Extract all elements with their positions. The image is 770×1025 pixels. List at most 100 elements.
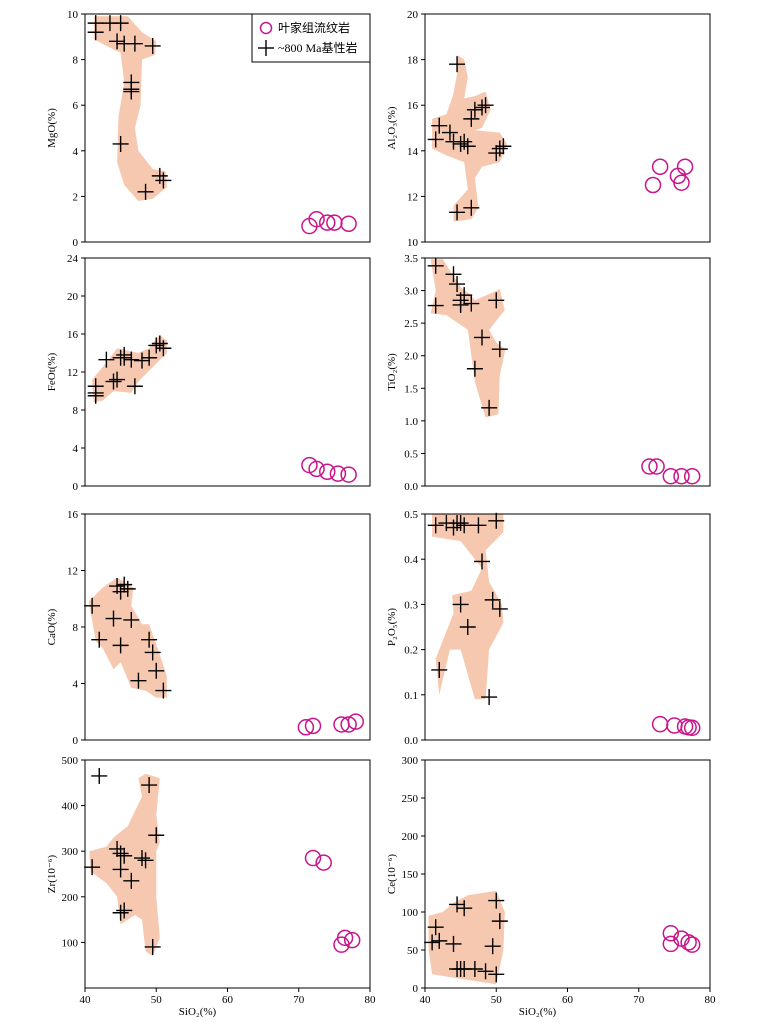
mafic-field — [430, 259, 506, 418]
mafic-point — [488, 892, 505, 909]
mafic-point — [109, 840, 126, 857]
mafic-point — [484, 591, 501, 608]
y-tick-label: 250 — [402, 793, 419, 805]
mafic-point — [463, 110, 480, 127]
mafic-point — [481, 689, 498, 706]
y-tick-label: 2.0 — [404, 351, 418, 363]
mafic-point — [474, 99, 490, 116]
mafic-point — [87, 24, 104, 41]
felsic-point — [304, 849, 322, 867]
y-tick-label: 16 — [67, 509, 79, 521]
panel-cao: 0 4 8 12 16 CaO(%) — [46, 509, 371, 747]
y-axis-label: Ce(10⁻⁶) — [386, 854, 398, 895]
y-tick-label: 8 — [73, 55, 79, 67]
y-tick-label: 3.5 — [404, 253, 418, 265]
y-tick-label: 12 — [407, 191, 418, 203]
felsic-point — [315, 854, 332, 871]
x-tick-label: 60 — [562, 994, 574, 1006]
x-tick-label: 50 — [151, 994, 163, 1006]
y-tick-label: 300 — [402, 755, 419, 767]
felsic-point — [308, 210, 325, 228]
mafic-point — [431, 117, 448, 134]
y-tick-label: 8 — [73, 622, 79, 634]
mafic-point — [116, 576, 133, 593]
y-tick-label: 20 — [67, 291, 79, 303]
y-tick-label: 0 — [73, 481, 79, 493]
mafic-point — [148, 662, 165, 679]
y-tick-label: 0.1 — [404, 690, 418, 702]
mafic-point — [84, 597, 101, 614]
mafic-point — [134, 850, 150, 867]
panel-feot: 0 4 8 12 16 20 24 FeOt(%) — [46, 253, 371, 493]
mafic-point — [91, 631, 108, 648]
y-tick-label: 0.3 — [404, 599, 418, 611]
y-tick-label: 10 — [67, 9, 79, 21]
mafic-point — [484, 938, 501, 955]
mafic-point — [137, 852, 154, 869]
felsic-point — [662, 467, 680, 485]
y-tick-label: 0.2 — [404, 645, 418, 657]
mafic-point — [441, 124, 458, 141]
panel-al2o3: 10 12 14 16 18 20 Al₂O₃(%) — [386, 9, 711, 249]
felsic-point — [662, 925, 680, 942]
felsic-point — [340, 716, 357, 733]
mafic-point — [477, 963, 494, 980]
mafic-point — [452, 135, 469, 152]
y-tick-label: 200 — [62, 892, 79, 904]
mafic-point — [137, 183, 154, 200]
felsic-point — [662, 935, 680, 953]
mafic-point — [84, 859, 101, 876]
plot-frame — [84, 13, 371, 243]
mafic-point — [112, 135, 129, 152]
mafic-point — [130, 672, 147, 689]
y-tick-label: 0.5 — [404, 448, 418, 460]
legend-box — [251, 13, 371, 63]
mafic-point — [148, 337, 165, 354]
mafic-point — [424, 934, 441, 951]
mafic-point — [459, 619, 476, 635]
felsic-point — [651, 158, 669, 176]
mafic-field — [88, 577, 167, 698]
y-tick-label: 400 — [62, 801, 79, 813]
felsic-point — [340, 466, 357, 483]
mafic-point — [112, 904, 129, 921]
mafic-point — [112, 15, 129, 32]
mafic-point — [449, 204, 466, 221]
mafic-point — [126, 35, 143, 52]
mafic-point — [452, 296, 469, 313]
felsic-point — [641, 458, 658, 475]
mafic-point — [452, 515, 469, 532]
mafic-point — [112, 583, 129, 600]
mafic-point — [488, 512, 505, 529]
felsic-point — [673, 467, 690, 485]
felsic-point — [340, 215, 357, 233]
x-tick-label: 60 — [222, 994, 234, 1006]
y-tick-label: 8 — [73, 405, 79, 417]
panel-zr: 100 200 300 400 500 40 50 60 70 80 Zr(10⁻⁶) SiO₂(%) — [46, 755, 376, 1018]
mafic-point — [105, 610, 122, 627]
mafic-point — [144, 938, 161, 955]
felsic-point — [347, 713, 364, 730]
legend: 叶家组流纹岩 ~800 Ma基性岩 — [251, 13, 371, 63]
mafic-point — [155, 340, 172, 357]
mafic-point — [123, 351, 140, 368]
mafic-point — [112, 845, 129, 862]
y-tick-label: 50 — [407, 945, 419, 957]
y-axis-label: Al₂O₃(%) — [386, 106, 398, 149]
y-tick-label: 4 — [73, 679, 79, 691]
y-tick-label: 100 — [402, 907, 419, 919]
mafic-point — [144, 644, 161, 661]
felsic-point — [651, 715, 669, 733]
y-tick-label: 0.0 — [404, 735, 418, 747]
mafic-point — [491, 140, 508, 157]
panel-p2o5: 0.0 0.1 0.2 0.3 0.4 0.5 P₂O₅(%) — [386, 509, 711, 747]
x-axis-label: SiO₂(%) — [179, 1006, 217, 1018]
y-tick-label: 4 — [73, 443, 79, 455]
y-tick-label: 20 — [407, 9, 419, 21]
x-tick-label: 40 — [420, 994, 432, 1006]
felsic-point — [343, 931, 361, 949]
felsic-point — [644, 176, 662, 194]
mafic-point — [459, 138, 476, 155]
mafic-point — [474, 329, 490, 346]
